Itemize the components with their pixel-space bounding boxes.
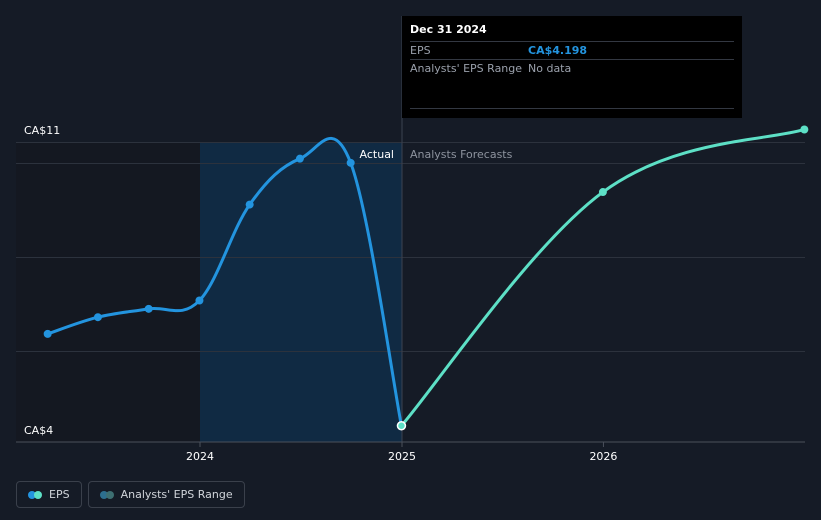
x-tick-label: 2025 (388, 450, 416, 463)
tooltip-date: Dec 31 2024 (410, 23, 487, 36)
legend-eps[interactable]: EPS (16, 481, 82, 508)
actual-eps-point[interactable] (295, 154, 304, 163)
actual-eps-point[interactable] (93, 313, 102, 322)
tooltip: Dec 31 2024 EPS CA$4.198 Analysts' EPS R… (402, 16, 742, 118)
tooltip-row-eps: EPS CA$4.198 (410, 41, 734, 59)
eps-swatch-icon (28, 490, 42, 499)
actual-highlight (200, 142, 402, 442)
range-swatch-icon (99, 490, 114, 499)
actual-eps-point[interactable] (346, 158, 355, 167)
actual-label: Actual (360, 148, 394, 161)
x-tick-label: 2026 (589, 450, 617, 463)
tooltip-eps-value: CA$4.198 (528, 44, 588, 57)
actual-eps-point[interactable] (245, 200, 254, 209)
forecast-eps-line (399, 127, 806, 428)
actual-eps-point[interactable] (396, 420, 407, 431)
legend-eps-label: EPS (49, 488, 70, 501)
tooltip-eps-label: EPS (410, 44, 431, 57)
tooltip-range-value: No data (528, 62, 572, 75)
tooltip-divider (410, 108, 734, 109)
x-tick-label: 2024 (186, 450, 214, 463)
actual-eps-point[interactable] (144, 304, 153, 313)
legend-range-label: Analysts' EPS Range (120, 488, 233, 501)
tooltip-row-range: Analysts' EPS Range No data (410, 59, 734, 77)
y-tick-top: CA$11 (24, 124, 60, 137)
legend: EPS Analysts' EPS Range (16, 481, 245, 508)
forecast-label: Analysts Forecasts (410, 148, 513, 161)
forecast-eps-point[interactable] (598, 188, 607, 197)
past-shading (16, 142, 200, 442)
tooltip-range-label: Analysts' EPS Range (410, 62, 523, 75)
forecast-eps-point[interactable] (800, 125, 809, 134)
legend-eps-range[interactable]: Analysts' EPS Range (87, 481, 245, 508)
y-tick-bottom: CA$4 (24, 424, 53, 437)
actual-eps-point[interactable] (195, 296, 204, 305)
actual-eps-point[interactable] (43, 329, 52, 338)
